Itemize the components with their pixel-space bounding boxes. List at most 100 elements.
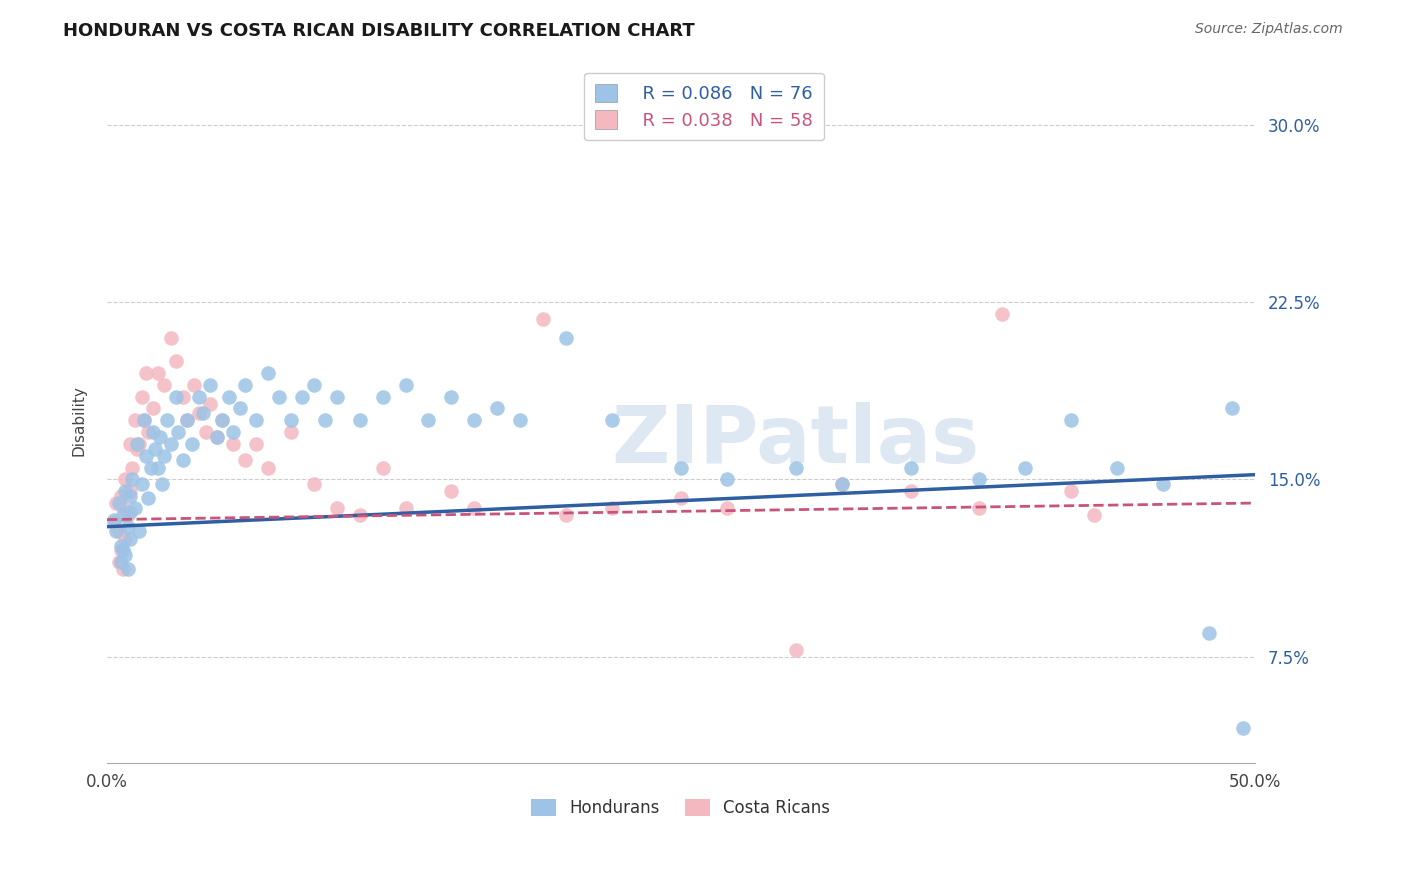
Point <box>245 437 267 451</box>
Point <box>531 311 554 326</box>
Point <box>245 413 267 427</box>
Point <box>280 425 302 439</box>
Point <box>160 437 183 451</box>
Point <box>555 508 578 522</box>
Point <box>187 390 209 404</box>
Point <box>112 562 135 576</box>
Point <box>105 524 128 539</box>
Point <box>146 460 169 475</box>
Point <box>509 413 531 427</box>
Point <box>150 477 173 491</box>
Point <box>222 437 245 451</box>
Point <box>1232 721 1254 735</box>
Point <box>280 413 302 427</box>
Point <box>176 413 198 427</box>
Point <box>125 437 148 451</box>
Point <box>183 377 205 392</box>
Point <box>314 413 336 427</box>
Point <box>371 460 394 475</box>
Point <box>124 413 146 427</box>
Point <box>117 519 139 533</box>
Point <box>394 500 416 515</box>
Point <box>172 390 194 404</box>
Point <box>153 449 176 463</box>
Point <box>716 472 738 486</box>
Point <box>211 413 233 427</box>
Point <box>302 477 325 491</box>
Point <box>132 413 155 427</box>
Point <box>1083 508 1105 522</box>
Point <box>1014 460 1036 475</box>
Point <box>218 390 240 404</box>
Point <box>440 484 463 499</box>
Point <box>1060 484 1083 499</box>
Point <box>172 453 194 467</box>
Point <box>117 508 139 522</box>
Point <box>149 430 172 444</box>
Point <box>969 472 991 486</box>
Point <box>207 430 229 444</box>
Point <box>132 413 155 427</box>
Point <box>463 500 485 515</box>
Point <box>256 366 278 380</box>
Point <box>233 453 256 467</box>
Point <box>142 425 165 439</box>
Point <box>600 500 623 515</box>
Point <box>256 460 278 475</box>
Point <box>114 472 136 486</box>
Point <box>325 500 347 515</box>
Point <box>669 460 692 475</box>
Point <box>118 506 141 520</box>
Point <box>200 397 222 411</box>
Point <box>418 413 440 427</box>
Point <box>349 508 371 522</box>
Text: HONDURAN VS COSTA RICAN DISABILITY CORRELATION CHART: HONDURAN VS COSTA RICAN DISABILITY CORRE… <box>63 22 695 40</box>
Point <box>1060 413 1083 427</box>
Point <box>349 413 371 427</box>
Point <box>207 430 229 444</box>
Point <box>269 390 291 404</box>
Point <box>716 500 738 515</box>
Point <box>121 460 143 475</box>
Point <box>125 442 148 456</box>
Point <box>128 437 150 451</box>
Point <box>121 472 143 486</box>
Point <box>131 390 153 404</box>
Point <box>831 477 853 491</box>
Point <box>211 413 233 427</box>
Point <box>110 539 132 553</box>
Point <box>110 555 132 569</box>
Point <box>103 513 125 527</box>
Point <box>831 477 853 491</box>
Point <box>124 500 146 515</box>
Point <box>107 555 129 569</box>
Point <box>107 524 129 539</box>
Point <box>785 460 807 475</box>
Point <box>103 515 125 529</box>
Point <box>143 442 166 456</box>
Point <box>135 449 157 463</box>
Point <box>187 406 209 420</box>
Point <box>222 425 245 439</box>
Point <box>181 437 204 451</box>
Point <box>117 562 139 576</box>
Point <box>1198 626 1220 640</box>
Point <box>440 390 463 404</box>
Point <box>233 377 256 392</box>
Point <box>969 500 991 515</box>
Point <box>669 491 692 506</box>
Point <box>153 377 176 392</box>
Point <box>165 354 187 368</box>
Point <box>118 484 141 499</box>
Point <box>302 377 325 392</box>
Point <box>118 532 141 546</box>
Point <box>371 390 394 404</box>
Point <box>900 484 922 499</box>
Point <box>112 543 135 558</box>
Point <box>110 489 132 503</box>
Point <box>110 543 132 558</box>
Point <box>112 508 135 522</box>
Legend: Hondurans, Costa Ricans: Hondurans, Costa Ricans <box>524 792 837 823</box>
Point <box>200 377 222 392</box>
Point <box>139 460 162 475</box>
